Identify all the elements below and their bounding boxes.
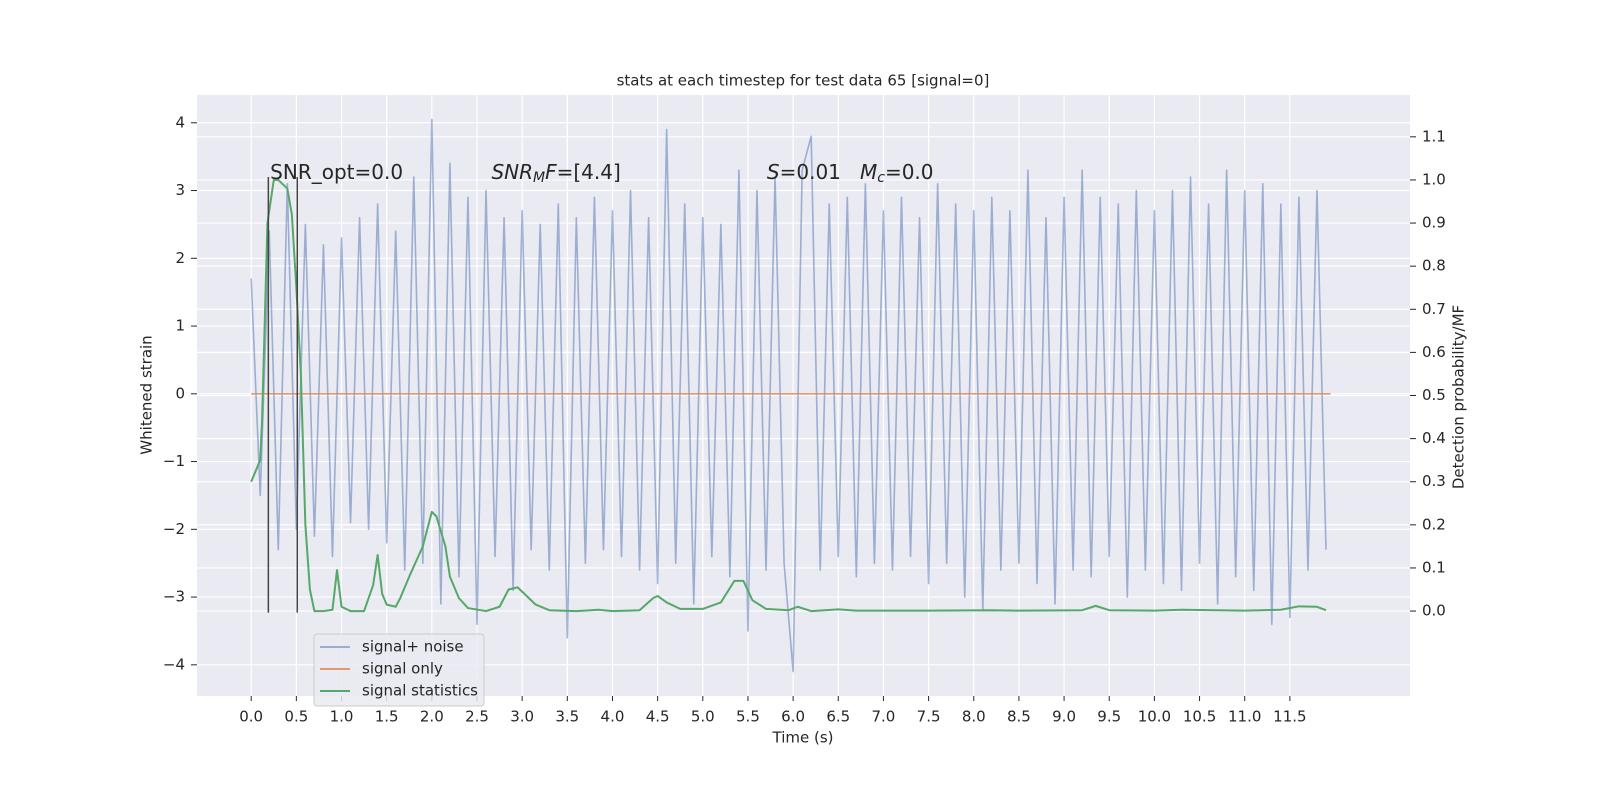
y2-tick-label: 0.7 xyxy=(1422,300,1446,318)
x-tick-label: 4.5 xyxy=(646,708,670,726)
series-line xyxy=(250,178,1327,613)
x-tick-label: 1.0 xyxy=(330,708,354,726)
y-tick-label: −3 xyxy=(163,588,185,606)
annotation-part: SNR xyxy=(491,159,533,183)
annotation-part: c xyxy=(877,170,885,186)
x-tick-label: 3.5 xyxy=(555,708,579,726)
legend-label: signal+ noise xyxy=(362,638,464,656)
x-tick-label: 6.5 xyxy=(826,708,850,726)
x-tick-label: 2.0 xyxy=(420,708,444,726)
x-axis-label: Time (s) xyxy=(772,729,834,747)
x-tick-label: 10.5 xyxy=(1183,708,1216,726)
y2-tick-label: 0.8 xyxy=(1422,257,1446,275)
annotation: SNR_opt=0.0 xyxy=(270,159,403,183)
y-tick-label: 3 xyxy=(175,181,185,199)
annotation-part: M xyxy=(533,170,545,186)
y-tick-label: −1 xyxy=(163,452,185,470)
y2-tick-label: 0.3 xyxy=(1422,472,1446,490)
y2-tick-label: 0.0 xyxy=(1422,602,1446,620)
x-tick-label: 5.5 xyxy=(736,708,760,726)
y2-tick-label: 1.1 xyxy=(1422,127,1446,145)
x-tick-label: 0.0 xyxy=(239,708,263,726)
annotation-part: SNR_opt=0.0 xyxy=(270,159,403,183)
y2-tick-label: 0.9 xyxy=(1422,214,1446,232)
series-line xyxy=(250,118,1327,673)
x-tick-label: 0.5 xyxy=(284,708,308,726)
annotation-part: F xyxy=(545,159,557,183)
y-tick-label: −4 xyxy=(163,655,185,673)
annotation-part: =0.0 xyxy=(885,159,934,183)
annotation: S=0.01 Mc=0.0 xyxy=(767,159,934,186)
chart-title: stats at each timestep for test data 65 … xyxy=(617,72,990,90)
x-tick-label: 8.5 xyxy=(1007,708,1031,726)
y-tick-label: 1 xyxy=(175,317,185,335)
marks xyxy=(250,118,1331,673)
y2-tick-label: 0.5 xyxy=(1422,386,1446,404)
x-tick-label: 4.0 xyxy=(601,708,625,726)
annotation: SNRMF=[4.4] xyxy=(491,159,620,186)
x-tick-label: 11.0 xyxy=(1228,708,1261,726)
x-tick-label: 6.0 xyxy=(781,708,805,726)
legend-label: signal statistics xyxy=(362,682,478,700)
y-tick-label: 2 xyxy=(175,249,185,267)
y2-tick-label: 0.2 xyxy=(1422,515,1446,533)
y2-tick-label: 0.6 xyxy=(1422,343,1446,361)
x-tick-label: 8.0 xyxy=(962,708,986,726)
y2-axis-label: Detection probability/MF xyxy=(1450,305,1468,489)
annotation-part: S xyxy=(767,159,780,183)
annotation-part: =0.01 xyxy=(780,159,860,183)
annotation-part: M xyxy=(860,159,877,183)
x-tick-label: 9.5 xyxy=(1097,708,1121,726)
x-tick-label: 1.5 xyxy=(375,708,399,726)
legend-box xyxy=(313,633,485,707)
x-tick-label: 11.5 xyxy=(1273,708,1306,726)
annotation-part: =[4.4] xyxy=(557,159,621,183)
x-tick-label: 10.0 xyxy=(1138,708,1171,726)
x-tick-label: 9.0 xyxy=(1052,708,1076,726)
y-tick-label: 0 xyxy=(175,384,185,402)
x-tick-label: 7.5 xyxy=(917,708,941,726)
y-axis-label: Whitened strain xyxy=(138,335,156,454)
y-tick-label: −2 xyxy=(163,520,185,538)
y2-tick-label: 1.0 xyxy=(1422,170,1446,188)
x-tick-label: 7.0 xyxy=(872,708,896,726)
x-tick-label: 3.0 xyxy=(510,708,534,726)
y2-tick-label: 0.4 xyxy=(1422,429,1446,447)
x-tick-label: 2.5 xyxy=(465,708,489,726)
y2-tick-label: 0.1 xyxy=(1422,558,1446,576)
x-tick-label: 5.0 xyxy=(691,708,715,726)
y-tick-label: 4 xyxy=(175,113,185,131)
labels: 0.0 0.5 1.0 1.5 2.0 2.5 3.0 3.5 4.0 4.5 5.0 5.5 6.0 6… xyxy=(163,113,1446,725)
legend-label: signal only xyxy=(362,660,443,678)
grid xyxy=(197,95,1410,696)
